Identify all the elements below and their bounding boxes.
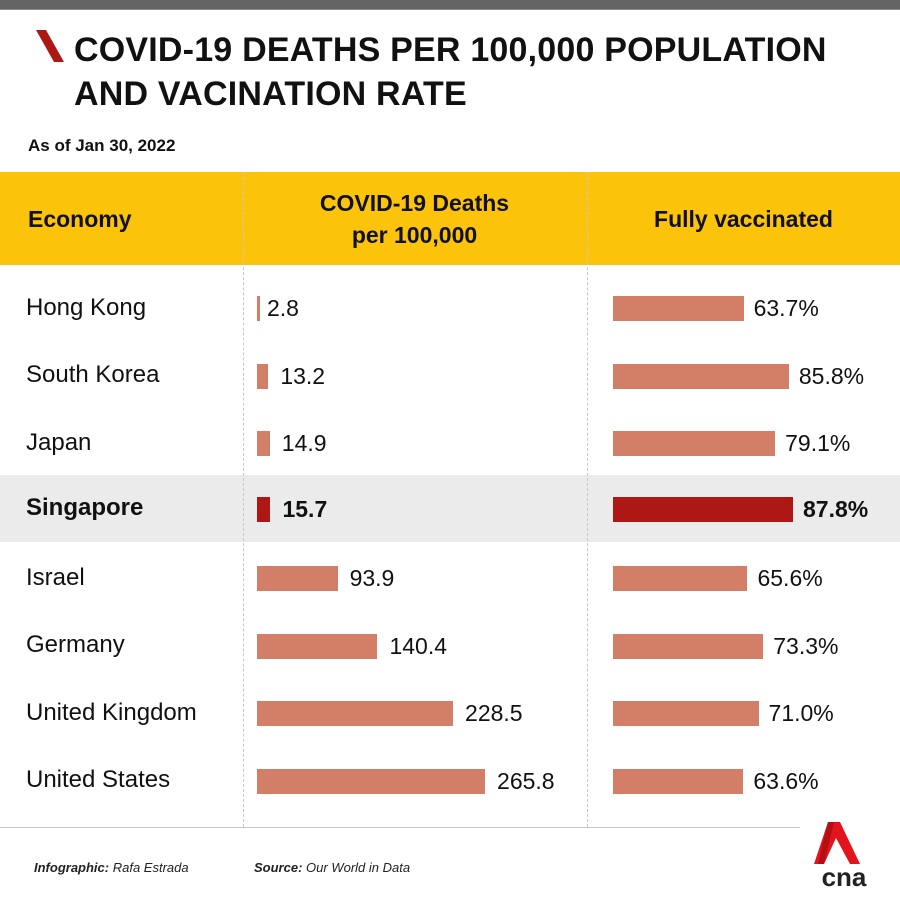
cna-logo-icon: cna [814, 822, 867, 890]
country-label: Japan [26, 428, 92, 456]
footer-source: Source: Our World in Data [254, 860, 410, 875]
title-slash-icon [36, 30, 64, 62]
header-vaccinated: Fully vaccinated [654, 205, 833, 232]
country-label: Germany [26, 631, 125, 659]
vaccinated-bar [613, 701, 759, 726]
logo-text: cna [822, 862, 867, 890]
deaths-value-label: 140.4 [389, 632, 448, 659]
deaths-bar [257, 566, 338, 591]
vaccinated-bar [613, 768, 744, 794]
deaths-bar [257, 768, 486, 794]
bottom-divider [0, 827, 800, 828]
vaccinated-bar [613, 296, 744, 321]
country-label: Israel [26, 563, 85, 591]
vaccinated-value-label: 73.3% [773, 632, 839, 659]
vaccinated-value-label: 85.8% [798, 362, 865, 389]
deaths-value-label: 14.9 [281, 430, 327, 456]
table-row: Germany 140.4 73.3% [0, 612, 900, 680]
vaccinated-bar [613, 566, 748, 591]
header-deaths-line1: COVID-19 Deaths [319, 189, 510, 216]
vaccinated-bar [613, 363, 789, 389]
vaccinated-value-label: 79.1% [785, 430, 851, 456]
vaccinated-value-label: 65.6% [757, 565, 823, 591]
infographic-value: Rafa Estrada [112, 860, 189, 875]
country-label: Singapore [26, 494, 144, 522]
deaths-bar [257, 496, 271, 522]
table-row: Japan 14.9 79.1% [0, 409, 900, 477]
country-label: Hong Kong [26, 293, 147, 321]
vaccinated-bar [613, 633, 764, 659]
deaths-bar [257, 431, 270, 456]
deaths-bar [257, 363, 269, 389]
vaccinated-value-label: 63.7% [753, 295, 819, 321]
country-label: United States [26, 766, 171, 794]
deaths-value-label: 265.8 [497, 767, 555, 794]
top-bar [0, 0, 900, 10]
table-row: South Korea 13.2 85.8% [0, 342, 900, 410]
chart-title: COVID-19 DEATHS PER 100,000 POPULATION A… [74, 31, 827, 113]
deaths-value-label: 93.9 [349, 565, 395, 591]
header-deaths-line2: per 100,000 [351, 221, 478, 248]
table-header: Economy COVID-19 Deaths per 100,000 Full… [0, 172, 900, 265]
table-row: Israel 93.9 65.6% [0, 544, 900, 612]
source-label: Source: [254, 860, 303, 875]
vaccinated-value-label: 71.0% [768, 700, 834, 726]
vaccinated-value-label: 63.6% [753, 767, 819, 794]
deaths-value-label: 2.8 [267, 295, 299, 321]
deaths-bar [257, 701, 454, 726]
vaccinated-value-label: 87.8% [802, 495, 869, 522]
footer-infographic: Infographic: Rafa Estrada [34, 860, 189, 875]
column-divider [587, 172, 588, 827]
table-row: Singapore 15.7 87.8% [0, 474, 900, 542]
infographic-label: Infographic: [34, 860, 110, 875]
deaths-value-label: 228.5 [465, 700, 523, 726]
deaths-bar [257, 296, 260, 321]
source-value: Our World in Data [306, 860, 411, 875]
deaths-bar [257, 633, 378, 659]
table-row: United Kingdom 228.5 71.0% [0, 679, 900, 747]
footer: Infographic: Rafa Estrada Source: Our Wo… [34, 860, 410, 875]
table-row: Hong Kong 2.8 63.7% [0, 274, 900, 342]
vaccinated-bar [613, 496, 793, 522]
header-economy: Economy [28, 205, 132, 232]
deaths-value-label: 15.7 [282, 495, 328, 522]
table-row: United States 265.8 63.6% [0, 747, 900, 815]
header-deaths: COVID-19 Deaths per 100,000 [243, 172, 586, 265]
chart-subtitle: As of Jan 30, 2022 [28, 136, 176, 155]
deaths-value-label: 13.2 [280, 362, 326, 389]
country-label: United Kingdom [26, 698, 197, 726]
country-label: South Korea [26, 361, 160, 389]
vaccinated-bar [613, 431, 776, 456]
column-divider [243, 172, 244, 827]
